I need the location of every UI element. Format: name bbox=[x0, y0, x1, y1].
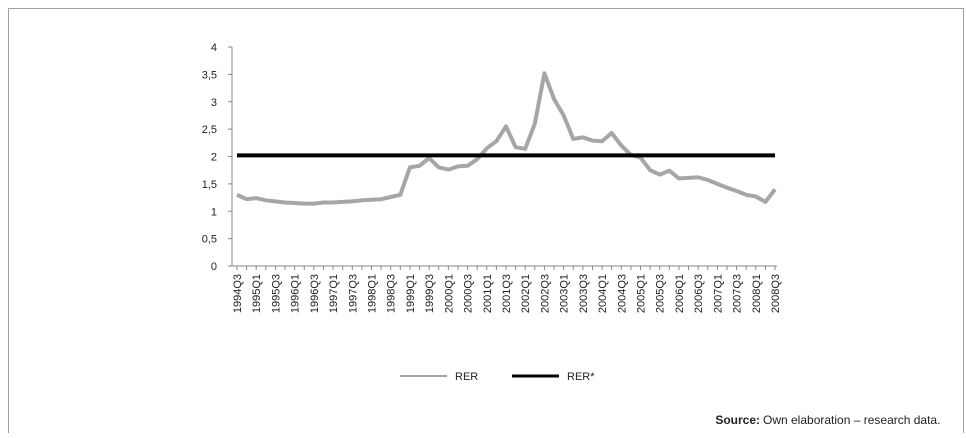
x-tick-label: 2003Q3 bbox=[578, 274, 590, 313]
legend-label: RER bbox=[455, 371, 478, 383]
y-tick-label: 2,5 bbox=[202, 124, 217, 136]
x-tick-label: 2006Q1 bbox=[674, 274, 686, 313]
series-line bbox=[236, 71, 777, 206]
y-tick-label: 1 bbox=[211, 206, 217, 218]
x-tick-label: 2007Q3 bbox=[732, 274, 744, 313]
x-tick-label: 2000Q1 bbox=[443, 274, 455, 313]
y-tick-label: 2 bbox=[211, 152, 217, 164]
y-tick-label: 0 bbox=[211, 261, 217, 273]
x-tick-label: 1996Q1 bbox=[290, 274, 302, 313]
x-tick-label: 2005Q1 bbox=[636, 274, 648, 313]
y-tick-label: 0,5 bbox=[202, 234, 217, 246]
y-tick-label: 4 bbox=[211, 42, 217, 54]
x-tick-label: 2001Q1 bbox=[482, 274, 494, 313]
y-tick-label: 1,5 bbox=[202, 179, 217, 191]
x-tick-label: 1999Q3 bbox=[424, 274, 436, 313]
x-tick-label: 2006Q3 bbox=[693, 274, 705, 313]
x-tick-label: 2008Q3 bbox=[770, 274, 782, 313]
x-tick-label: 2002Q3 bbox=[539, 274, 551, 313]
legend-label: RER* bbox=[567, 371, 595, 383]
x-tick-label: 2004Q3 bbox=[616, 274, 628, 313]
x-tick-label: 1996Q3 bbox=[309, 274, 321, 313]
y-tick-label: 3,5 bbox=[202, 69, 217, 81]
y-tick-label: 3 bbox=[211, 97, 217, 109]
x-tick-label: 2008Q1 bbox=[751, 274, 763, 313]
x-tick-label: 2000Q3 bbox=[463, 274, 475, 313]
x-tick-label: 1997Q1 bbox=[328, 274, 340, 313]
source-text: Own elaboration – research data. bbox=[763, 413, 940, 427]
x-tick-label: 1994Q3 bbox=[232, 274, 244, 313]
x-tick-label: 2005Q3 bbox=[655, 274, 667, 313]
x-tick-label: 1997Q3 bbox=[347, 274, 359, 313]
x-tick-label: 1995Q3 bbox=[270, 274, 282, 313]
x-tick-label: 1999Q1 bbox=[405, 274, 417, 313]
x-tick-label: 1998Q3 bbox=[386, 274, 398, 313]
x-tick-label: 1998Q1 bbox=[367, 274, 379, 313]
x-tick-label: 1995Q1 bbox=[251, 274, 263, 313]
source-label: Source: bbox=[715, 413, 760, 427]
x-tick-label: 2003Q1 bbox=[559, 274, 571, 313]
frame bbox=[8, 8, 964, 438]
x-tick-label: 2007Q1 bbox=[712, 274, 724, 313]
x-tick-label: 2004Q1 bbox=[597, 274, 609, 313]
x-tick-label: 2002Q1 bbox=[520, 274, 532, 313]
x-tick-label: 2001Q3 bbox=[501, 274, 513, 313]
